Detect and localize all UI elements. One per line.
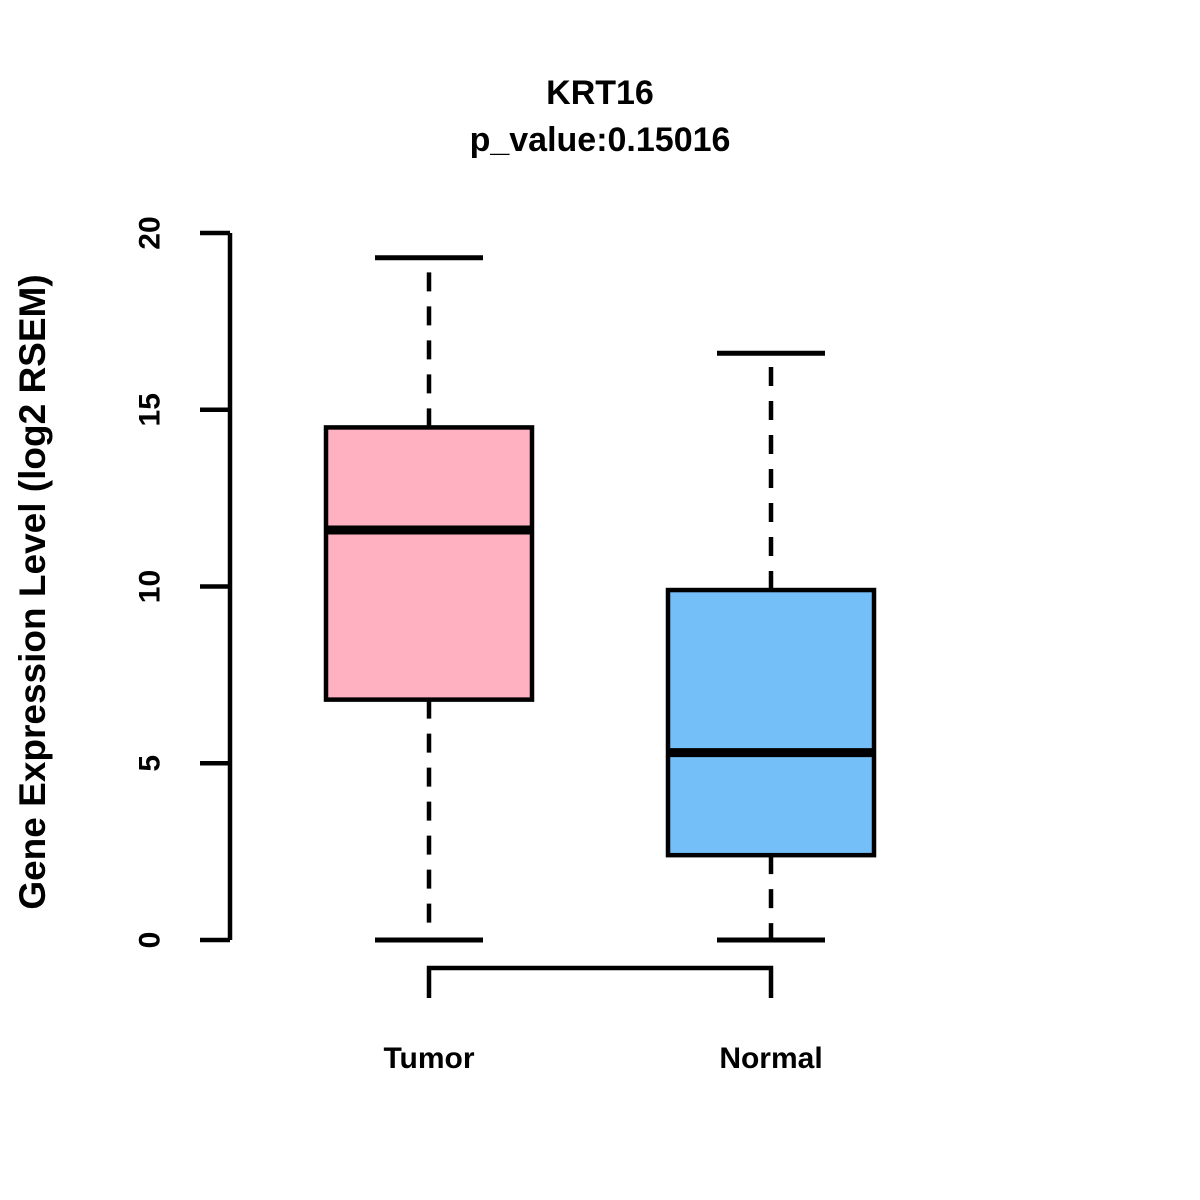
y-axis-tick-label: 0 <box>134 932 167 949</box>
chart-subtitle-pvalue: p_value:0.15016 <box>469 121 731 159</box>
y-axis-tick-label: 20 <box>134 216 167 249</box>
normal-box <box>665 587 877 858</box>
x-axis-bracket <box>426 965 774 998</box>
x-axis-label-tumor: Tumor <box>383 1042 474 1075</box>
tumor-box <box>323 425 535 702</box>
x-axis-label-normal: Normal <box>719 1042 822 1075</box>
y-axis-tick-label: 15 <box>134 393 167 426</box>
y-axis-tick-label: 5 <box>134 755 167 772</box>
chart-title: KRT16 <box>546 74 654 112</box>
y-axis-tick-label: 10 <box>134 570 167 603</box>
